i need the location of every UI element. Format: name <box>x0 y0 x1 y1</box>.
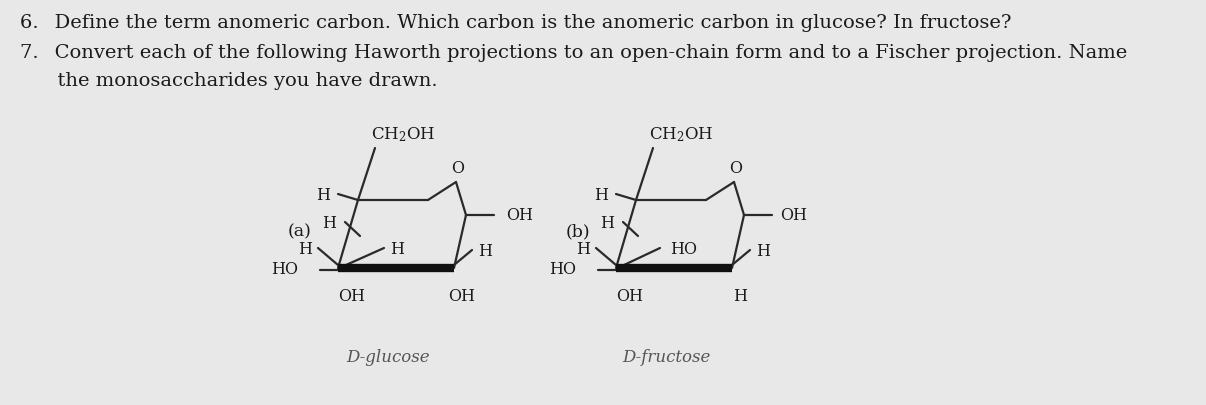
Text: O: O <box>730 160 743 177</box>
Text: H: H <box>595 188 608 205</box>
Text: H: H <box>601 215 614 232</box>
Text: H: H <box>322 215 336 232</box>
Text: OH: OH <box>507 207 533 224</box>
Text: H: H <box>733 288 747 305</box>
Text: OH: OH <box>449 288 475 305</box>
Text: H: H <box>756 243 769 260</box>
Text: the monosaccharides you have drawn.: the monosaccharides you have drawn. <box>21 72 438 90</box>
Text: OH: OH <box>339 288 365 305</box>
Text: $\mathregular{CH_2OH}$: $\mathregular{CH_2OH}$ <box>649 125 713 144</box>
Text: (a): (a) <box>288 224 312 241</box>
Text: OH: OH <box>616 288 644 305</box>
Text: H: H <box>316 188 330 205</box>
Text: HO: HO <box>549 262 576 279</box>
Text: D-glucose: D-glucose <box>346 350 429 367</box>
Text: 6.  Define the term anomeric carbon. Which carbon is the anomeric carbon in gluc: 6. Define the term anomeric carbon. Whic… <box>21 14 1012 32</box>
Text: HO: HO <box>271 262 298 279</box>
Text: HO: HO <box>671 241 697 258</box>
Text: $\mathregular{CH_2OH}$: $\mathregular{CH_2OH}$ <box>370 125 435 144</box>
Text: H: H <box>478 243 492 260</box>
Text: H: H <box>576 241 590 258</box>
Text: O: O <box>451 160 464 177</box>
Text: (b): (b) <box>566 224 590 241</box>
Text: D-fructose: D-fructose <box>622 350 710 367</box>
Text: OH: OH <box>780 207 807 224</box>
Text: H: H <box>390 241 404 258</box>
Text: H: H <box>298 241 312 258</box>
Text: 7.  Convert each of the following Haworth projections to an open-chain form and : 7. Convert each of the following Haworth… <box>21 44 1128 62</box>
